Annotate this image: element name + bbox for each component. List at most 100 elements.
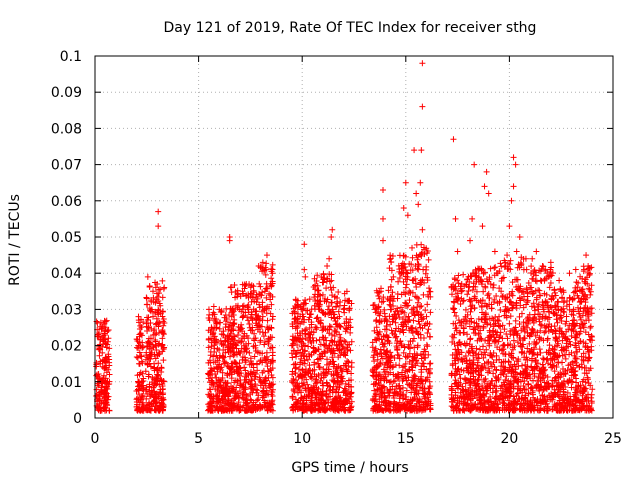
data-point: [256, 280, 263, 287]
data-point: [303, 326, 310, 333]
data-point: [251, 353, 258, 360]
data-point: [290, 403, 297, 410]
data-point: [300, 403, 307, 410]
data-point: [144, 407, 151, 414]
data-point: [318, 350, 325, 357]
data-point: [325, 366, 332, 373]
data-point: [323, 390, 330, 397]
data-point: [312, 298, 319, 305]
data-point: [220, 389, 227, 396]
data-point: [256, 328, 263, 335]
data-point: [229, 387, 236, 394]
data-point: [244, 393, 251, 400]
data-point: [155, 372, 162, 379]
data-point: [260, 333, 267, 340]
data-point: [323, 379, 330, 386]
data-point: [249, 294, 256, 301]
data-point: [290, 407, 297, 414]
data-point: [153, 315, 160, 322]
data-point: [230, 320, 237, 327]
data-point: [241, 285, 248, 292]
data-point: [304, 356, 311, 363]
data-point: [219, 369, 226, 376]
data-point: [148, 298, 155, 305]
data-point: [152, 284, 159, 291]
y-tick-label: 0.07: [51, 158, 82, 174]
data-point: [262, 382, 269, 389]
data-point: [211, 311, 218, 318]
data-point: [330, 358, 337, 365]
data-point: [269, 280, 276, 287]
data-point: [206, 317, 213, 324]
data-point: [139, 370, 146, 377]
data-point: [210, 365, 217, 372]
data-point: [148, 306, 155, 313]
data-point: [319, 324, 326, 331]
data-point: [299, 382, 306, 389]
y-tick-label: 0.04: [51, 266, 82, 282]
data-point: [159, 308, 166, 315]
data-point: [239, 356, 246, 363]
data-point: [205, 391, 212, 398]
data-point: [292, 396, 299, 403]
data-point: [237, 377, 244, 384]
data-point: [311, 275, 318, 282]
data-point: [206, 386, 213, 393]
data-point: [216, 390, 223, 397]
data-point: [264, 317, 271, 324]
data-point: [234, 363, 241, 370]
data-point: [160, 390, 167, 397]
data-point: [289, 379, 296, 386]
data-point: [142, 356, 149, 363]
data-point: [268, 388, 275, 395]
data-point: [294, 389, 301, 396]
data-point: [300, 407, 307, 414]
chart-title: Day 121 of 2019, Rate Of TEC Index for r…: [164, 20, 537, 36]
y-axis-label: ROTI / TECUs: [7, 194, 23, 286]
data-point: [315, 390, 322, 397]
data-point: [152, 338, 159, 345]
data-point: [151, 326, 158, 333]
data-point: [315, 407, 322, 414]
data-point: [289, 321, 296, 328]
data-point: [308, 321, 315, 328]
data-point: [147, 341, 154, 348]
data-point: [209, 379, 216, 386]
data-point: [228, 407, 235, 414]
data-point: [247, 284, 254, 291]
data-point: [260, 389, 267, 396]
data-point: [241, 348, 248, 355]
data-point: [257, 283, 264, 290]
data-point: [142, 368, 149, 375]
data-point: [240, 381, 247, 388]
data-point: [261, 354, 268, 361]
data-point: [234, 378, 241, 385]
data-point: [294, 342, 301, 349]
data-point: [322, 311, 329, 318]
data-point: [145, 388, 152, 395]
data-point: [225, 326, 232, 333]
data-point: [96, 330, 103, 337]
data-point: [316, 401, 323, 408]
data-point: [249, 327, 256, 334]
data-point: [239, 313, 246, 320]
data-point: [224, 371, 231, 378]
data-point: [310, 329, 317, 336]
data-point: [235, 337, 242, 344]
data-point: [102, 378, 109, 385]
data-point: [210, 359, 217, 366]
data-point: [326, 278, 333, 285]
data-point: [292, 315, 299, 322]
data-point: [222, 318, 229, 325]
data-point: [299, 313, 306, 320]
data-point: [252, 373, 259, 380]
x-tick-label: 0: [91, 431, 100, 447]
data-point: [102, 354, 109, 361]
data-point: [292, 351, 299, 358]
data-point: [218, 384, 225, 391]
data-point: [139, 339, 146, 346]
data-point: [242, 386, 249, 393]
data-point: [226, 323, 233, 330]
data-point: [265, 374, 272, 381]
